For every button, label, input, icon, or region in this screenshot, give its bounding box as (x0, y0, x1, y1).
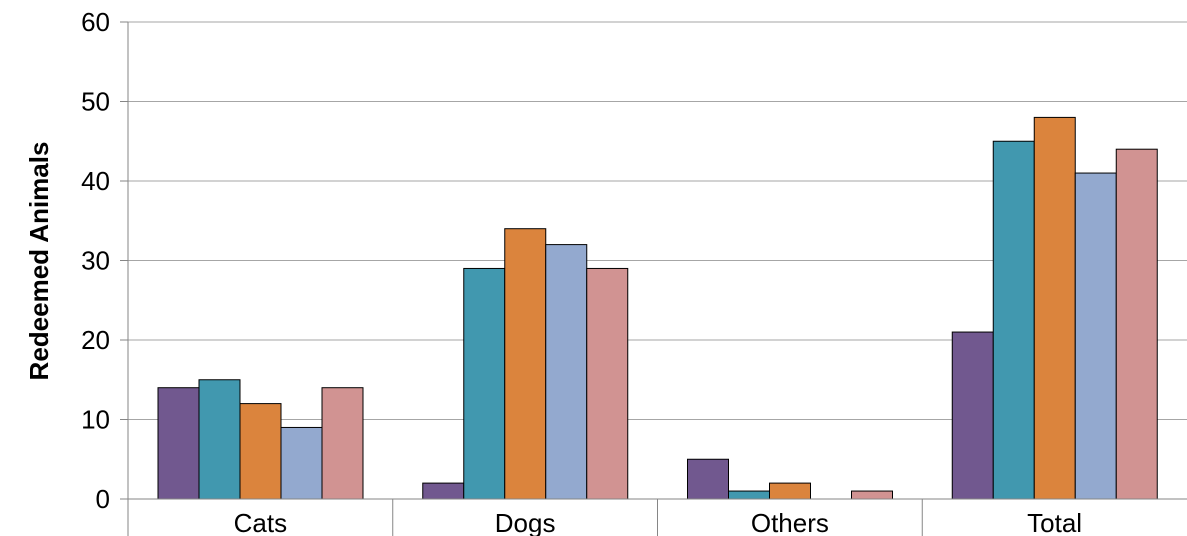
y-tick-label: 40 (81, 166, 110, 196)
y-tick-label: 50 (81, 87, 110, 117)
bar-cats-series-4 (280, 426, 323, 500)
bar-dogs-series-5 (586, 267, 629, 500)
bar-dogs-series-1 (422, 482, 465, 500)
x-axis-ticks: Cats Dogs Others Total (234, 499, 1082, 536)
y-tick-label: 10 (81, 405, 110, 435)
bar-total-series-5 (1115, 148, 1158, 500)
y-tick-label: 60 (81, 7, 110, 37)
y-axis-ticks: 0 10 20 30 40 50 60 (81, 7, 128, 514)
bar-cats-series-1 (157, 387, 200, 500)
bars (157, 116, 1158, 500)
y-tick-label: 30 (81, 246, 110, 276)
bar-total-series-2 (992, 140, 1035, 500)
bar-others-series-3 (769, 482, 811, 500)
bar-total-series-1 (951, 331, 994, 500)
bar-dogs-series-3 (504, 228, 547, 500)
y-axis-title: Redeemed Animals (24, 142, 54, 381)
bar-dogs-series-2 (463, 267, 506, 500)
bar-total-series-3 (1033, 116, 1076, 500)
bar-cats-series-3 (239, 403, 282, 500)
bar-total-series-4 (1074, 172, 1117, 500)
bar-cats-series-5 (321, 387, 364, 500)
bar-others-series-1 (687, 458, 729, 500)
y-tick-label: 20 (81, 325, 110, 355)
x-tick-label-total: Total (1027, 508, 1082, 536)
bar-dogs-series-4 (545, 244, 588, 500)
bar-cats-series-2 (198, 379, 241, 500)
x-tick-label-cats: Cats (234, 508, 287, 536)
x-tick-label-dogs: Dogs (495, 508, 556, 536)
y-tick-label: 0 (96, 484, 110, 514)
x-tick-label-others: Others (751, 508, 829, 536)
bar-others-series-2 (728, 490, 770, 500)
bar-others-series-5 (851, 490, 893, 500)
